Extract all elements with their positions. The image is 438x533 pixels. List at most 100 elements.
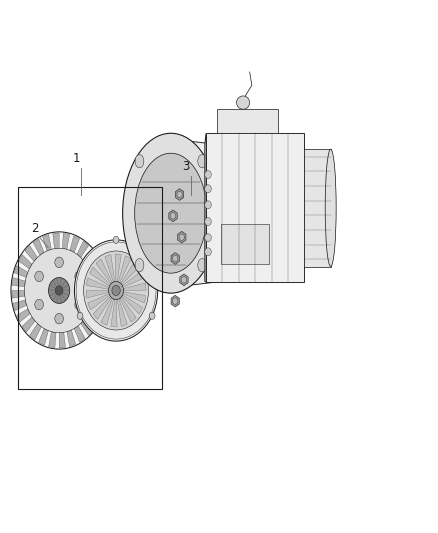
Circle shape [177, 191, 182, 198]
Circle shape [49, 278, 70, 303]
Polygon shape [13, 300, 27, 311]
Polygon shape [175, 189, 184, 200]
Circle shape [205, 217, 211, 225]
Polygon shape [117, 299, 127, 326]
Polygon shape [86, 278, 109, 289]
Bar [221, 224, 269, 264]
Polygon shape [86, 312, 100, 326]
Circle shape [205, 201, 211, 209]
Polygon shape [70, 236, 80, 253]
Circle shape [170, 213, 176, 219]
Circle shape [205, 248, 211, 256]
Circle shape [77, 312, 83, 319]
Text: 2: 2 [31, 222, 39, 235]
Polygon shape [67, 330, 76, 346]
Circle shape [35, 300, 43, 310]
Polygon shape [22, 317, 35, 332]
Polygon shape [123, 292, 146, 303]
Polygon shape [101, 298, 114, 325]
Polygon shape [118, 256, 131, 282]
Polygon shape [59, 332, 65, 348]
Circle shape [55, 286, 63, 295]
Polygon shape [81, 320, 93, 335]
Circle shape [74, 240, 158, 341]
Polygon shape [122, 295, 142, 314]
Polygon shape [62, 233, 70, 249]
Ellipse shape [198, 155, 207, 168]
Polygon shape [53, 233, 59, 249]
Circle shape [11, 232, 107, 349]
Polygon shape [169, 210, 177, 222]
Polygon shape [88, 259, 102, 272]
Polygon shape [115, 254, 121, 281]
Polygon shape [74, 326, 85, 342]
Polygon shape [42, 235, 51, 251]
Polygon shape [111, 300, 117, 327]
Polygon shape [93, 294, 106, 303]
Bar [304, 149, 331, 266]
Polygon shape [123, 271, 144, 287]
Polygon shape [90, 267, 110, 286]
Circle shape [205, 185, 211, 193]
Circle shape [173, 298, 178, 304]
Ellipse shape [135, 155, 144, 168]
Circle shape [76, 242, 156, 339]
Circle shape [55, 257, 64, 268]
Polygon shape [93, 296, 111, 319]
Bar [217, 109, 278, 133]
Text: 3: 3 [183, 160, 190, 173]
Polygon shape [49, 332, 56, 348]
Circle shape [205, 233, 211, 241]
Ellipse shape [135, 259, 144, 272]
FancyBboxPatch shape [206, 133, 304, 282]
Circle shape [113, 236, 119, 244]
Polygon shape [180, 274, 188, 286]
Polygon shape [17, 309, 30, 322]
Polygon shape [121, 262, 139, 285]
Circle shape [35, 271, 43, 281]
Circle shape [84, 251, 148, 330]
Polygon shape [156, 138, 224, 289]
Polygon shape [124, 283, 146, 290]
Ellipse shape [198, 259, 207, 272]
Ellipse shape [123, 133, 219, 293]
Polygon shape [177, 231, 186, 243]
Circle shape [205, 171, 211, 179]
Polygon shape [39, 328, 49, 345]
Circle shape [149, 312, 155, 319]
Circle shape [75, 300, 84, 310]
Polygon shape [86, 290, 109, 298]
Ellipse shape [237, 96, 250, 109]
Bar [18, 187, 162, 389]
Polygon shape [92, 270, 105, 281]
Polygon shape [171, 253, 180, 264]
Ellipse shape [325, 149, 336, 266]
Polygon shape [12, 278, 25, 287]
Polygon shape [18, 255, 32, 269]
Polygon shape [105, 255, 115, 282]
Text: 1: 1 [73, 152, 81, 165]
Polygon shape [205, 133, 206, 282]
Polygon shape [120, 297, 136, 322]
Ellipse shape [135, 154, 207, 273]
Circle shape [109, 281, 124, 300]
Polygon shape [30, 324, 41, 340]
Circle shape [181, 277, 187, 283]
Polygon shape [33, 239, 44, 255]
Circle shape [173, 255, 178, 262]
Polygon shape [171, 295, 180, 307]
Circle shape [75, 271, 84, 281]
Polygon shape [88, 294, 110, 310]
Polygon shape [77, 241, 88, 257]
Circle shape [55, 313, 64, 324]
Circle shape [25, 248, 94, 333]
Polygon shape [12, 290, 25, 298]
Polygon shape [83, 249, 96, 264]
Circle shape [179, 234, 184, 240]
Polygon shape [25, 246, 38, 261]
Polygon shape [90, 303, 104, 316]
Polygon shape [14, 265, 28, 278]
Polygon shape [93, 283, 106, 290]
Polygon shape [96, 259, 112, 284]
Circle shape [112, 286, 120, 295]
